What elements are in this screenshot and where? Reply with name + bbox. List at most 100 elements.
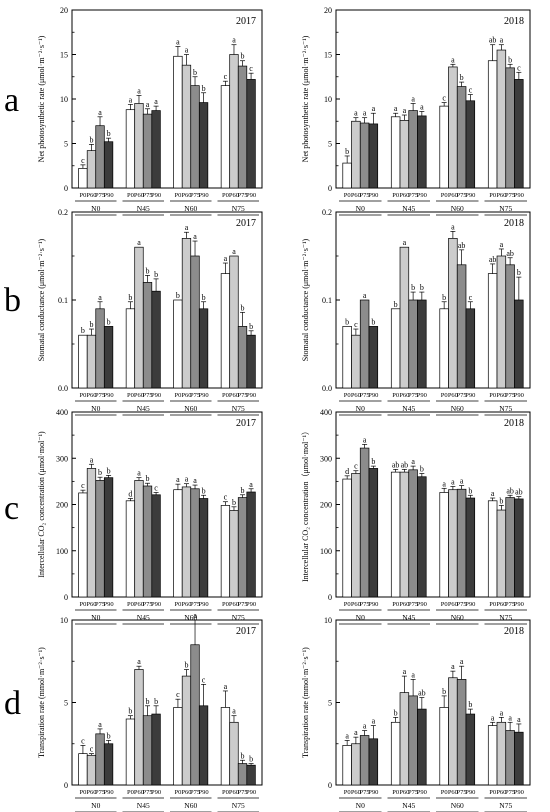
significance-letter: a bbox=[224, 254, 228, 263]
significance-letter: b bbox=[176, 291, 180, 300]
bar bbox=[86, 468, 97, 598]
x-tick-label: P60 bbox=[134, 392, 144, 399]
x-tick-label: P60 bbox=[448, 789, 458, 796]
significance-letter: a bbox=[403, 667, 407, 676]
bar bbox=[448, 489, 458, 598]
bar bbox=[229, 54, 239, 189]
bar bbox=[439, 707, 449, 786]
x-tick-label: P90 bbox=[417, 601, 427, 608]
x-tick-label: P0 bbox=[344, 192, 351, 199]
significance-letter: c bbox=[90, 745, 94, 754]
y-tick-label: 5 bbox=[328, 140, 332, 149]
group-label: N0 bbox=[356, 801, 365, 810]
bar bbox=[78, 753, 88, 786]
significance-letter: ab bbox=[489, 255, 497, 264]
significance-letter: a bbox=[193, 476, 197, 485]
bar bbox=[78, 168, 88, 189]
significance-letter: b bbox=[345, 147, 349, 156]
x-tick-label: P90 bbox=[104, 601, 114, 608]
y-tick-label: 200 bbox=[320, 501, 332, 510]
bar bbox=[151, 290, 161, 389]
bar bbox=[246, 764, 256, 786]
bar bbox=[359, 447, 370, 598]
x-tick-label: P75 bbox=[408, 392, 418, 399]
significance-letter: a bbox=[363, 109, 367, 118]
bar bbox=[125, 308, 136, 389]
significance-letter: a bbox=[249, 480, 253, 489]
x-tick-label: P0 bbox=[344, 601, 351, 608]
x-tick-label: P75 bbox=[142, 601, 152, 608]
significance-letter: a bbox=[232, 247, 236, 256]
y-tick-label: 0.1 bbox=[322, 296, 332, 305]
significance-letter: a bbox=[394, 104, 398, 113]
x-tick-label: P60 bbox=[351, 601, 361, 608]
x-tick-label: P90 bbox=[104, 789, 114, 796]
significance-letter: c bbox=[81, 156, 85, 165]
y-tick-label: 10 bbox=[324, 95, 332, 104]
significance-letter: b bbox=[394, 708, 398, 717]
group-label: N60 bbox=[184, 613, 197, 622]
x-tick-label: P75 bbox=[457, 601, 467, 608]
group-label: N45 bbox=[402, 801, 415, 810]
significance-letter: b bbox=[146, 474, 150, 483]
significance-letter: a bbox=[176, 37, 180, 46]
x-tick-label: P90 bbox=[246, 392, 256, 399]
significance-letter: a bbox=[137, 238, 141, 247]
x-tick-label: P60 bbox=[134, 601, 144, 608]
bar bbox=[417, 115, 427, 189]
bar bbox=[342, 478, 352, 598]
bar bbox=[351, 120, 361, 189]
significance-letter: c bbox=[81, 736, 85, 745]
group-label: N0 bbox=[356, 204, 365, 213]
significance-letter: b bbox=[89, 135, 93, 144]
significance-letter: b bbox=[232, 498, 236, 507]
bar bbox=[465, 100, 476, 189]
year-label: 2017 bbox=[236, 418, 256, 429]
x-tick-label: P75 bbox=[505, 601, 515, 608]
bar bbox=[496, 721, 507, 786]
y-tick-label: 0.2 bbox=[58, 208, 68, 217]
group-label: N0 bbox=[356, 404, 365, 413]
x-tick-label: P75 bbox=[360, 601, 370, 608]
significance-letter: a bbox=[137, 86, 141, 95]
group-label: N75 bbox=[232, 204, 245, 213]
bar bbox=[351, 473, 361, 598]
x-tick-label: P75 bbox=[505, 789, 515, 796]
bar bbox=[368, 468, 379, 598]
bar bbox=[368, 738, 379, 786]
x-tick-label: P0 bbox=[174, 392, 181, 399]
y-tick-label: 0 bbox=[328, 593, 332, 602]
x-tick-label: P90 bbox=[368, 601, 378, 608]
bar bbox=[190, 488, 200, 598]
x-tick-label: P75 bbox=[408, 789, 418, 796]
x-tick-label: P60 bbox=[181, 601, 191, 608]
significance-letter: a bbox=[224, 682, 228, 691]
bar bbox=[78, 492, 88, 598]
significance-letter: b bbox=[249, 755, 253, 764]
significance-letter: c bbox=[224, 72, 228, 81]
significance-letter: ab bbox=[392, 460, 400, 469]
significance-letter: a bbox=[403, 106, 407, 115]
x-tick-label: P0 bbox=[222, 192, 229, 199]
significance-letter: c bbox=[354, 462, 358, 471]
bar bbox=[439, 105, 449, 189]
group-label: N75 bbox=[232, 404, 245, 413]
y-tick-label: 15 bbox=[324, 51, 332, 60]
group-label: N60 bbox=[451, 613, 464, 622]
significance-letter: b bbox=[202, 84, 206, 93]
bar bbox=[86, 754, 97, 786]
significance-letter: b bbox=[371, 317, 375, 326]
significance-letter: b bbox=[345, 317, 349, 326]
x-tick-label: P75 bbox=[190, 601, 200, 608]
bar bbox=[505, 730, 515, 786]
x-tick-label: P60 bbox=[496, 392, 506, 399]
x-tick-label: P75 bbox=[95, 192, 105, 199]
x-tick-label: P0 bbox=[489, 392, 496, 399]
row-label-b: b bbox=[4, 282, 21, 319]
significance-letter: ab bbox=[458, 241, 466, 250]
significance-letter: a bbox=[185, 46, 189, 55]
significance-letter: b bbox=[420, 283, 424, 292]
significance-letter: a bbox=[232, 707, 236, 716]
bar bbox=[95, 308, 105, 389]
x-tick-label: P60 bbox=[351, 789, 361, 796]
